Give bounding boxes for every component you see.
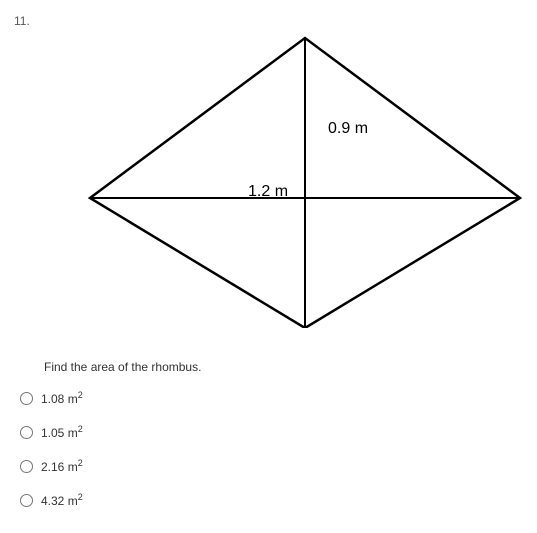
option-radio-3[interactable]: [20, 460, 33, 473]
answer-option: 4.32 m2: [20, 492, 83, 508]
option-label-3: 2.16 m2: [41, 458, 83, 474]
option-label-1: 1.08 m2: [41, 390, 83, 406]
question-container: 11. 1.2 m 0.9 m Find the area of the rho…: [0, 0, 537, 533]
rhombus-diagram: 1.2 m 0.9 m: [80, 28, 530, 328]
option-radio-4[interactable]: [20, 494, 33, 507]
option-radio-1[interactable]: [20, 392, 33, 405]
horizontal-dimension-label: 1.2 m: [248, 183, 288, 201]
question-prompt: Find the area of the rhombus.: [44, 360, 201, 374]
option-label-2: 1.05 m2: [41, 424, 83, 440]
rhombus-svg: [80, 28, 530, 328]
answer-option: 1.08 m2: [20, 390, 83, 406]
answer-option: 1.05 m2: [20, 424, 83, 440]
answer-option: 2.16 m2: [20, 458, 83, 474]
option-label-4: 4.32 m2: [41, 492, 83, 508]
question-number: 11.: [14, 14, 30, 28]
option-radio-2[interactable]: [20, 426, 33, 439]
answer-options: 1.08 m2 1.05 m2 2.16 m2 4.32 m2: [20, 390, 83, 526]
vertical-dimension-label: 0.9 m: [328, 120, 368, 138]
